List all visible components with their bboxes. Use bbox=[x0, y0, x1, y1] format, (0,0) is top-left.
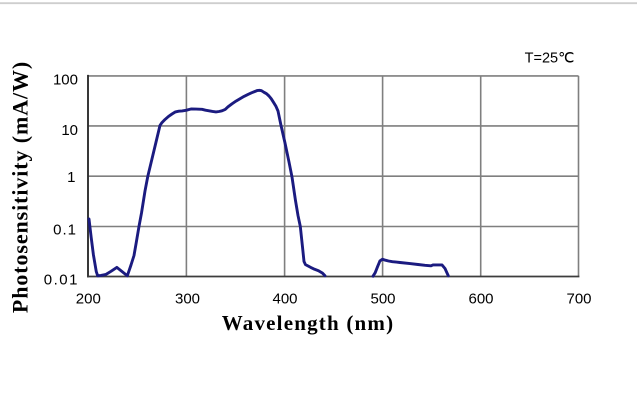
svg-text:600: 600 bbox=[468, 290, 493, 307]
svg-text:500: 500 bbox=[370, 290, 395, 307]
svg-text:700: 700 bbox=[566, 290, 591, 307]
svg-text:1: 1 bbox=[67, 169, 75, 186]
svg-text:200: 200 bbox=[76, 290, 101, 307]
svg-text:300: 300 bbox=[175, 290, 200, 307]
svg-text:Photosensitivity (mA/W): Photosensitivity (mA/W) bbox=[8, 61, 33, 313]
svg-text:T=25℃: T=25℃ bbox=[525, 51, 575, 67]
svg-text:Wavelength (nm): Wavelength (nm) bbox=[222, 311, 395, 335]
svg-text:400: 400 bbox=[272, 290, 297, 307]
svg-text:100: 100 bbox=[53, 71, 78, 88]
svg-text:10: 10 bbox=[61, 122, 78, 139]
svg-text:0.01: 0.01 bbox=[44, 272, 79, 289]
svg-text:0.1: 0.1 bbox=[53, 221, 77, 238]
